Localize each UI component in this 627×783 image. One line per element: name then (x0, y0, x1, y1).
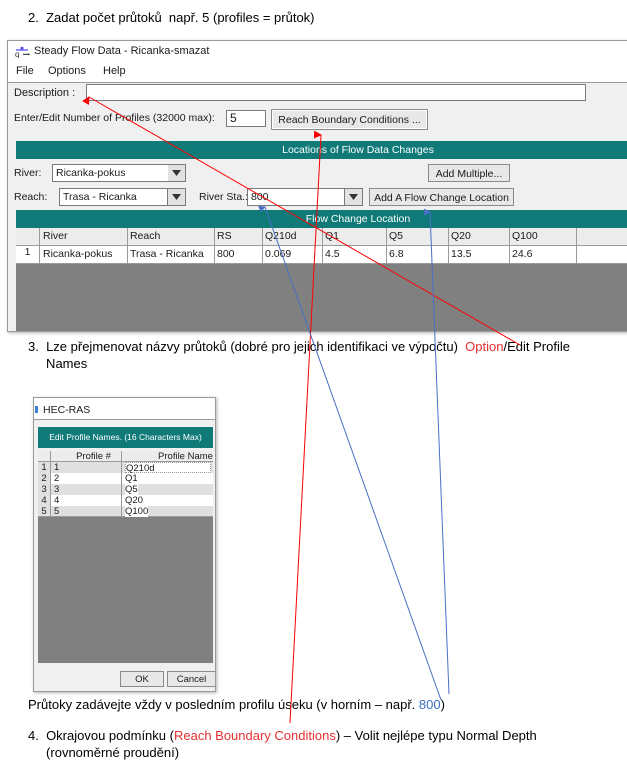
svg-text:q: q (15, 49, 20, 58)
